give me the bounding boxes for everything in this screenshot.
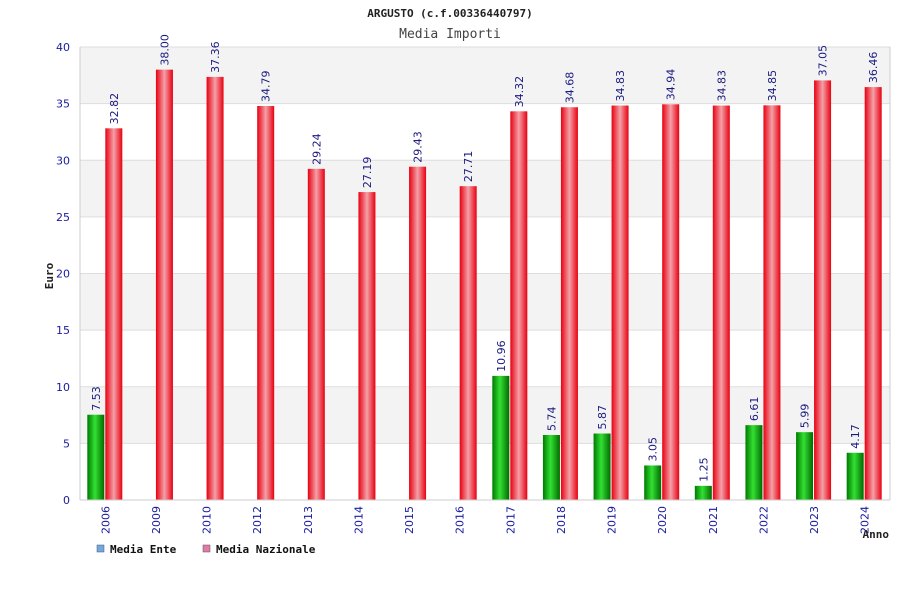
- data-label: 38.00: [158, 34, 171, 66]
- data-label: 1.25: [697, 457, 710, 482]
- bar-media-nazionale: [307, 168, 325, 500]
- data-label: 34.68: [563, 72, 576, 104]
- bar-media-nazionale: [155, 69, 173, 501]
- bar-media-ente: [644, 465, 662, 500]
- x-tick-label: 2024: [859, 506, 872, 534]
- legend-label: Media Ente: [110, 543, 177, 556]
- bar-media-nazionale: [459, 186, 477, 500]
- bar-media-nazionale: [763, 105, 781, 500]
- data-label: 34.79: [260, 71, 273, 103]
- y-tick-label: 5: [63, 437, 70, 450]
- x-tick-label: 2014: [352, 506, 365, 534]
- x-tick-label: 2023: [808, 506, 821, 534]
- legend-swatch: [202, 544, 211, 553]
- data-label: 27.19: [361, 157, 374, 189]
- bar-media-nazionale: [662, 104, 680, 500]
- bar-media-ente: [542, 434, 560, 500]
- y-axis-label: Euro: [43, 262, 56, 289]
- data-label: 5.99: [799, 404, 812, 429]
- bar-media-nazionale: [105, 128, 123, 500]
- bar-media-ente: [593, 433, 611, 500]
- data-label: 34.32: [513, 76, 526, 108]
- x-tick-label: 2015: [403, 506, 416, 534]
- x-tick-label: 2018: [555, 506, 568, 534]
- legend-swatch: [96, 544, 105, 553]
- bar-media-nazionale: [409, 166, 427, 500]
- bar-media-nazionale: [864, 87, 882, 500]
- y-tick-label: 40: [56, 41, 70, 54]
- data-label: 34.85: [766, 70, 779, 102]
- chart-subtitle: Media Importi: [399, 27, 501, 42]
- bar-media-nazionale: [712, 105, 730, 501]
- x-tick-label: 2006: [99, 506, 112, 534]
- x-tick-label: 2021: [707, 506, 720, 534]
- data-label: 36.46: [867, 52, 880, 84]
- y-axis: 0 5 10 15 20 25 30 35 40: [56, 41, 81, 507]
- bar-media-ente: [846, 452, 864, 500]
- data-label: 29.43: [412, 131, 425, 163]
- bar-media-nazionale: [611, 105, 629, 501]
- y-tick-label: 10: [56, 381, 70, 394]
- y-tick-label: 15: [56, 324, 70, 337]
- data-label: 34.83: [614, 70, 627, 102]
- bar-media-ente: [796, 432, 814, 500]
- data-label: 27.71: [462, 151, 475, 183]
- data-label: 5.74: [545, 406, 558, 431]
- data-label: 34.94: [665, 69, 678, 101]
- data-label: 4.17: [849, 424, 862, 449]
- data-label: 29.24: [310, 133, 323, 165]
- y-tick-label: 0: [63, 494, 70, 507]
- bar-media-nazionale: [560, 107, 578, 501]
- bar-media-ente: [745, 425, 763, 500]
- y-tick-label: 30: [56, 154, 70, 167]
- x-tick-label: 2019: [606, 506, 619, 534]
- bars: 7.53 32.82 38.00 37.36 34.79 29.24 27.19 29.43 2…: [87, 34, 882, 501]
- x-tick-label: 2012: [251, 506, 264, 534]
- data-label: 34.83: [715, 70, 728, 102]
- data-label: 10.96: [495, 340, 508, 372]
- y-tick-label: 25: [56, 211, 70, 224]
- x-axis: 2006 2009 2010 2012 2013 2014 2015 2016 2017 2018…: [80, 499, 890, 534]
- bar-media-nazionale: [510, 111, 528, 501]
- chart-title: ARGUSTO (c.f.00336440797): [367, 7, 533, 20]
- x-axis-label: Anno: [863, 528, 890, 541]
- x-tick-label: 2017: [504, 506, 517, 534]
- bar-media-nazionale: [206, 76, 224, 500]
- data-label: 5.87: [596, 405, 609, 430]
- x-tick-label: 2013: [302, 506, 315, 534]
- data-label: 32.82: [108, 93, 121, 125]
- plot-background: [80, 46, 891, 501]
- bar-media-ente: [492, 375, 510, 500]
- x-tick-label: 2016: [454, 506, 467, 534]
- data-label: 37.05: [817, 45, 830, 77]
- y-tick-label: 35: [56, 98, 70, 111]
- x-tick-label: 2022: [757, 506, 770, 534]
- x-tick-label: 2020: [656, 506, 669, 534]
- legend: Media Ente Media Nazionale: [96, 543, 316, 556]
- bar-media-ente: [87, 414, 105, 500]
- data-label: 3.05: [647, 437, 660, 462]
- x-tick-label: 2010: [201, 506, 214, 534]
- y-tick-label: 20: [56, 268, 70, 281]
- data-label: 37.36: [209, 41, 222, 73]
- bar-media-ente: [694, 485, 712, 500]
- bar-media-nazionale: [814, 80, 832, 500]
- legend-label: Media Nazionale: [216, 543, 316, 556]
- x-tick-label: 2009: [150, 506, 163, 534]
- data-label: 7.53: [90, 386, 103, 411]
- bar-media-nazionale: [358, 192, 376, 501]
- bar-media-nazionale: [257, 106, 275, 501]
- data-label: 6.61: [748, 397, 761, 422]
